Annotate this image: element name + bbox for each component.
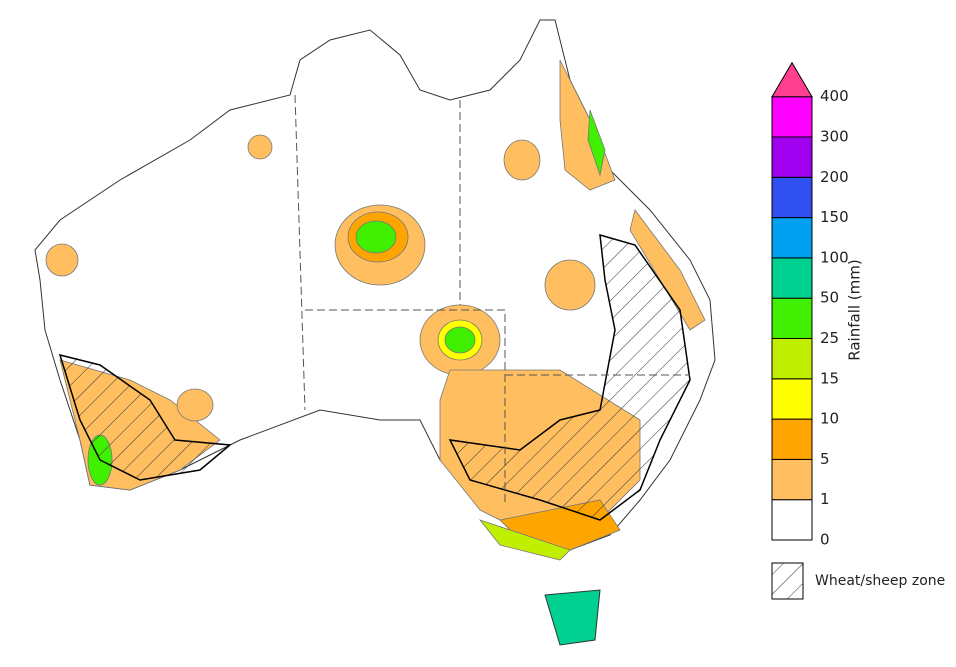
legend-band — [771, 297, 813, 340]
state-borders — [294, 94, 690, 505]
legend-tick-label: 15 — [820, 369, 839, 387]
legend-title: Rainfall (mm) — [846, 259, 864, 360]
legend-tick-label: 100 — [820, 248, 849, 266]
legend-band — [771, 96, 813, 138]
legend-tick-label: 300 — [820, 128, 849, 146]
legend-tick-label: 0 — [820, 531, 830, 549]
legend-band — [771, 176, 813, 219]
legend-band — [771, 257, 813, 299]
legend-tick-label: 10 — [820, 410, 839, 428]
legend-band — [771, 418, 813, 460]
zone-swatch — [771, 562, 804, 600]
legend-tick-label: 25 — [820, 329, 839, 347]
legend-band — [771, 136, 813, 178]
legend-tick-label: 400 — [820, 87, 849, 105]
legend-band — [771, 499, 813, 541]
legend-band — [771, 338, 813, 380]
legend-arrow — [771, 61, 813, 98]
legend-band — [771, 378, 813, 420]
wheat-sheep-zone — [58, 233, 691, 521]
zone-label: Wheat/sheep zone — [815, 573, 945, 589]
legend-tick-label: 5 — [820, 450, 830, 468]
legend-tick-label: 150 — [820, 208, 849, 226]
legend-tick-label: 50 — [820, 289, 839, 307]
legend-band — [771, 458, 813, 501]
legend-band — [771, 217, 813, 259]
mainland — [34, 19, 716, 646]
legend-tick-label: 1 — [820, 490, 830, 508]
legend: Rainfall (mm) Wheat/sheep zone 015101525… — [771, 61, 945, 600]
legend-tick-label: 200 — [820, 168, 849, 186]
